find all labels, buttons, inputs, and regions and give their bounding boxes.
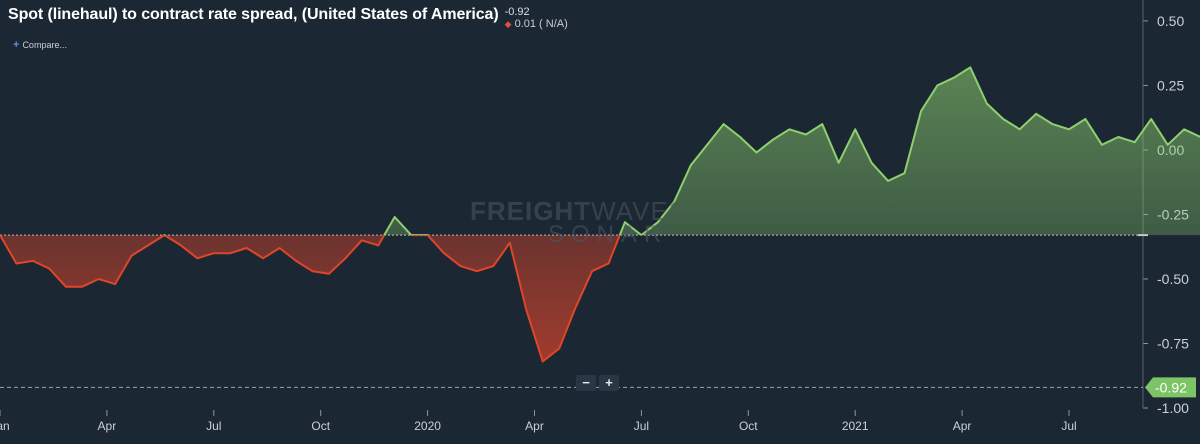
x-tick-label: 2021 bbox=[842, 419, 869, 433]
x-tick-label: Apr bbox=[953, 419, 972, 433]
change-value: 0.01 bbox=[514, 18, 536, 30]
compare-label: Compare... bbox=[22, 40, 67, 50]
x-tick-label: Jul bbox=[634, 419, 649, 433]
change-percent: ( N/A) bbox=[539, 18, 568, 30]
y-tick-label: -0.75 bbox=[1157, 335, 1189, 351]
positive-area bbox=[384, 67, 1200, 236]
chart-header: Spot (linehaul) to contract rate spread,… bbox=[8, 6, 568, 30]
x-tick-label: Oct bbox=[739, 419, 758, 433]
x-tick-label: Oct bbox=[311, 419, 330, 433]
x-tick-label: 2020 bbox=[414, 419, 441, 433]
down-arrow-icon: ◆ bbox=[504, 19, 512, 29]
y-tick-label: -0.50 bbox=[1157, 271, 1189, 287]
last-value-readout: -0.92 bbox=[504, 6, 530, 18]
zoom-controls: − + bbox=[576, 375, 619, 391]
y-tick-label: -1.00 bbox=[1157, 400, 1189, 416]
x-tick-label: Jul bbox=[206, 419, 221, 433]
negative-area bbox=[0, 235, 1200, 362]
y-tick-label: 0.50 bbox=[1157, 13, 1184, 29]
compare-button[interactable]: + Compare... bbox=[13, 39, 67, 51]
value-readout: -0.92 ◆ 0.01 ( N/A) bbox=[505, 6, 568, 30]
y-tick-label: 0.25 bbox=[1157, 77, 1184, 93]
x-tick-label: Jul bbox=[1061, 419, 1076, 433]
plus-icon: + bbox=[13, 39, 20, 51]
last-value-badge bbox=[1145, 377, 1196, 398]
negative-line bbox=[0, 235, 644, 363]
zoom-out-button[interactable]: − bbox=[576, 375, 596, 391]
chart-title: Spot (linehaul) to contract rate spread,… bbox=[8, 6, 499, 23]
x-tick-label: Jan bbox=[0, 419, 10, 433]
last-value-label: -0.92 bbox=[1155, 379, 1187, 395]
x-tick-label: Apr bbox=[98, 419, 117, 433]
zoom-in-button[interactable]: + bbox=[599, 375, 619, 391]
positive-line bbox=[0, 66, 1200, 236]
x-tick-label: Apr bbox=[525, 419, 544, 433]
